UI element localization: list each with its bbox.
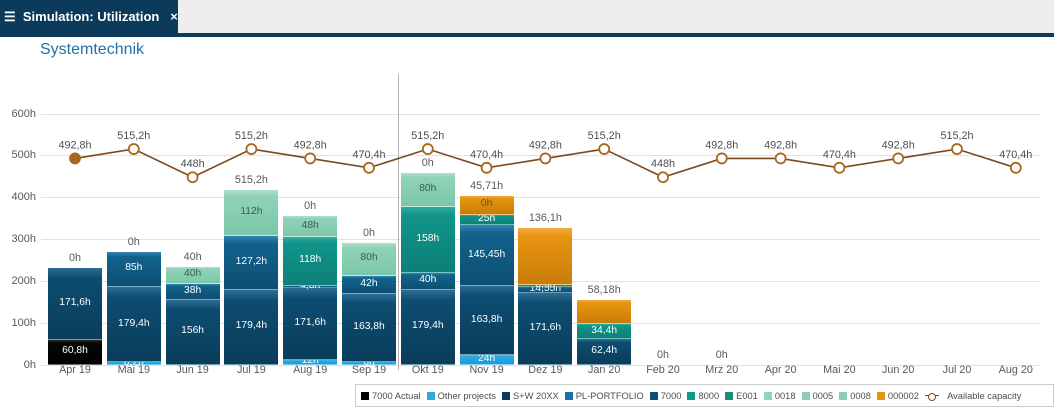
svg-text:515,2h: 515,2h	[117, 130, 150, 142]
svg-text:492,8h: 492,8h	[705, 139, 738, 151]
svg-text:492,8h: 492,8h	[294, 139, 327, 151]
svg-text:448h: 448h	[181, 158, 205, 170]
svg-text:515,2h: 515,2h	[235, 130, 268, 142]
svg-text:448h: 448h	[651, 158, 675, 170]
svg-text:492,8h: 492,8h	[882, 139, 915, 151]
svg-text:492,8h: 492,8h	[764, 139, 797, 151]
svg-text:515,2h: 515,2h	[588, 130, 621, 142]
svg-text:515,2h: 515,2h	[411, 130, 444, 142]
svg-text:515,2h: 515,2h	[940, 130, 973, 142]
svg-text:492,8h: 492,8h	[58, 139, 91, 151]
svg-text:492,8h: 492,8h	[529, 139, 562, 151]
